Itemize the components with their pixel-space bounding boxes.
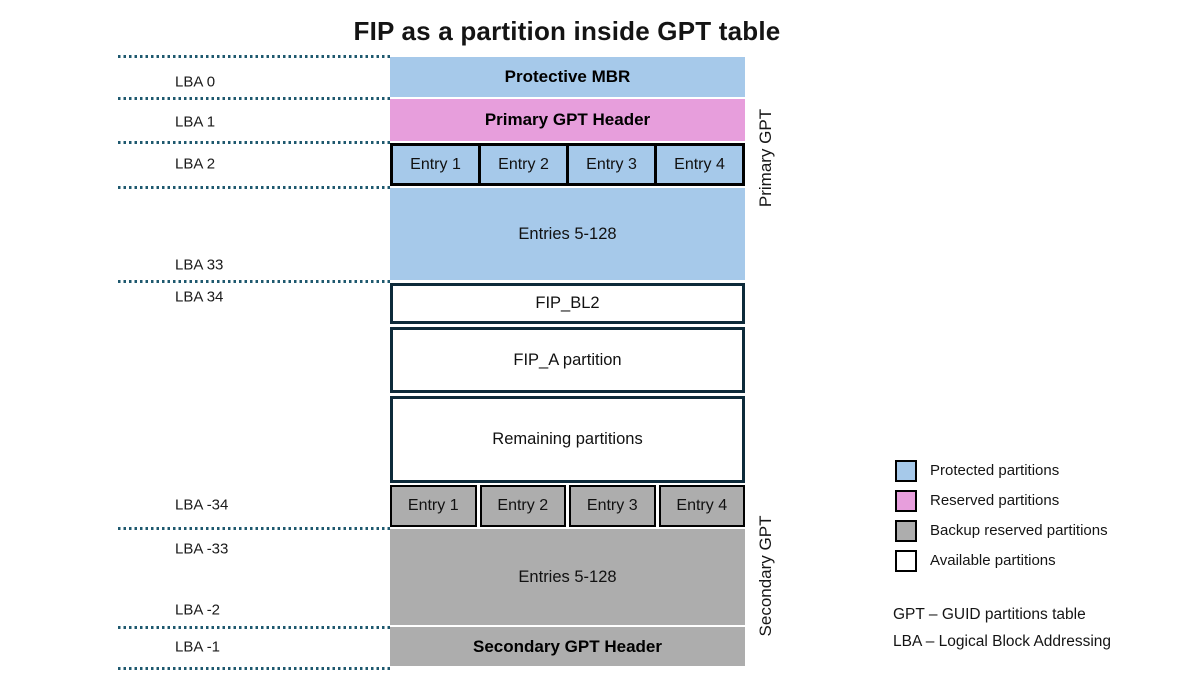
entry-cell: Entry 3 bbox=[569, 485, 656, 527]
entry-cell: Entry 2 bbox=[481, 143, 569, 186]
lba-label-1: LBA 1 bbox=[175, 113, 216, 131]
block-primary-entries-5-128: Entries 5-128 bbox=[390, 188, 745, 280]
protected-color-swatch bbox=[895, 459, 917, 482]
legend-label: Reserved partitions bbox=[930, 492, 1060, 509]
legend-label: Backup reserved partitions bbox=[930, 522, 1108, 539]
legend-item-reserved: Reserved partitions bbox=[895, 489, 1108, 512]
lba-label-minus34: LBA -34 bbox=[175, 496, 229, 514]
entry-cell: Entry 4 bbox=[657, 143, 745, 186]
lba-boundary-line bbox=[118, 55, 390, 58]
legend-label: Protected partitions bbox=[930, 462, 1060, 479]
backup-color-swatch bbox=[895, 519, 917, 542]
block-fip-a-partition: FIP_A partition bbox=[390, 327, 745, 393]
block-primary-gpt-header: Primary GPT Header bbox=[390, 99, 745, 141]
legend-item-backup: Backup reserved partitions bbox=[895, 519, 1108, 542]
entry-cell: Entry 4 bbox=[658, 485, 745, 527]
lba-label-minus33: LBA -33 bbox=[175, 540, 229, 558]
reserved-color-swatch bbox=[895, 489, 917, 512]
entry-cell: Entry 2 bbox=[479, 485, 566, 527]
lba-boundary-line bbox=[118, 280, 390, 283]
lba-label-0: LBA 0 bbox=[175, 73, 216, 91]
lba-boundary-line bbox=[118, 97, 390, 100]
lba-label-2: LBA 2 bbox=[175, 155, 216, 173]
diagram-title: FIP as a partition inside GPT table bbox=[353, 16, 781, 46]
block-secondary-entry-row: Entry 1 Entry 2 Entry 3 Entry 4 bbox=[390, 485, 745, 527]
block-secondary-entries-5-128: Entries 5-128 bbox=[390, 529, 745, 625]
block-primary-entry-row: Entry 1 Entry 2 Entry 3 Entry 4 bbox=[390, 143, 745, 186]
lba-label-minus2: LBA -2 bbox=[175, 601, 221, 619]
block-secondary-gpt-header: Secondary GPT Header bbox=[390, 627, 745, 666]
lba-label-34: LBA 34 bbox=[175, 288, 224, 306]
gpt-definition: GPT – GUID partitions table bbox=[893, 606, 1086, 623]
block-fip-bl2: FIP_BL2 bbox=[390, 283, 745, 324]
legend-item-protected: Protected partitions bbox=[895, 459, 1108, 482]
available-color-swatch bbox=[895, 549, 917, 572]
lba-definition: LBA – Logical Block Addressing bbox=[893, 633, 1111, 650]
abbreviation-definitions: GPT – GUID partitions table LBA – Logica… bbox=[893, 601, 1111, 655]
block-remaining-partitions: Remaining partitions bbox=[390, 396, 745, 483]
legend: Protected partitions Reserved partitions… bbox=[895, 459, 1108, 572]
entry-cell: Entry 1 bbox=[390, 485, 477, 527]
legend-item-available: Available partitions bbox=[895, 549, 1108, 572]
lba-boundary-line bbox=[118, 141, 390, 144]
entry-cell: Entry 1 bbox=[390, 143, 481, 186]
lba-boundary-line bbox=[118, 186, 390, 189]
lba-boundary-line bbox=[118, 527, 390, 530]
legend-label: Available partitions bbox=[930, 552, 1056, 569]
secondary-gpt-side-label: Secondary GPT bbox=[756, 515, 775, 637]
block-protective-mbr: Protective MBR bbox=[390, 57, 745, 97]
entry-cell: Entry 3 bbox=[569, 143, 657, 186]
lba-boundary-line bbox=[118, 626, 390, 629]
primary-gpt-side-label: Primary GPT bbox=[756, 108, 775, 208]
lba-boundary-line bbox=[118, 667, 390, 670]
lba-label-33: LBA 33 bbox=[175, 256, 224, 274]
lba-label-minus1: LBA -1 bbox=[175, 638, 221, 656]
